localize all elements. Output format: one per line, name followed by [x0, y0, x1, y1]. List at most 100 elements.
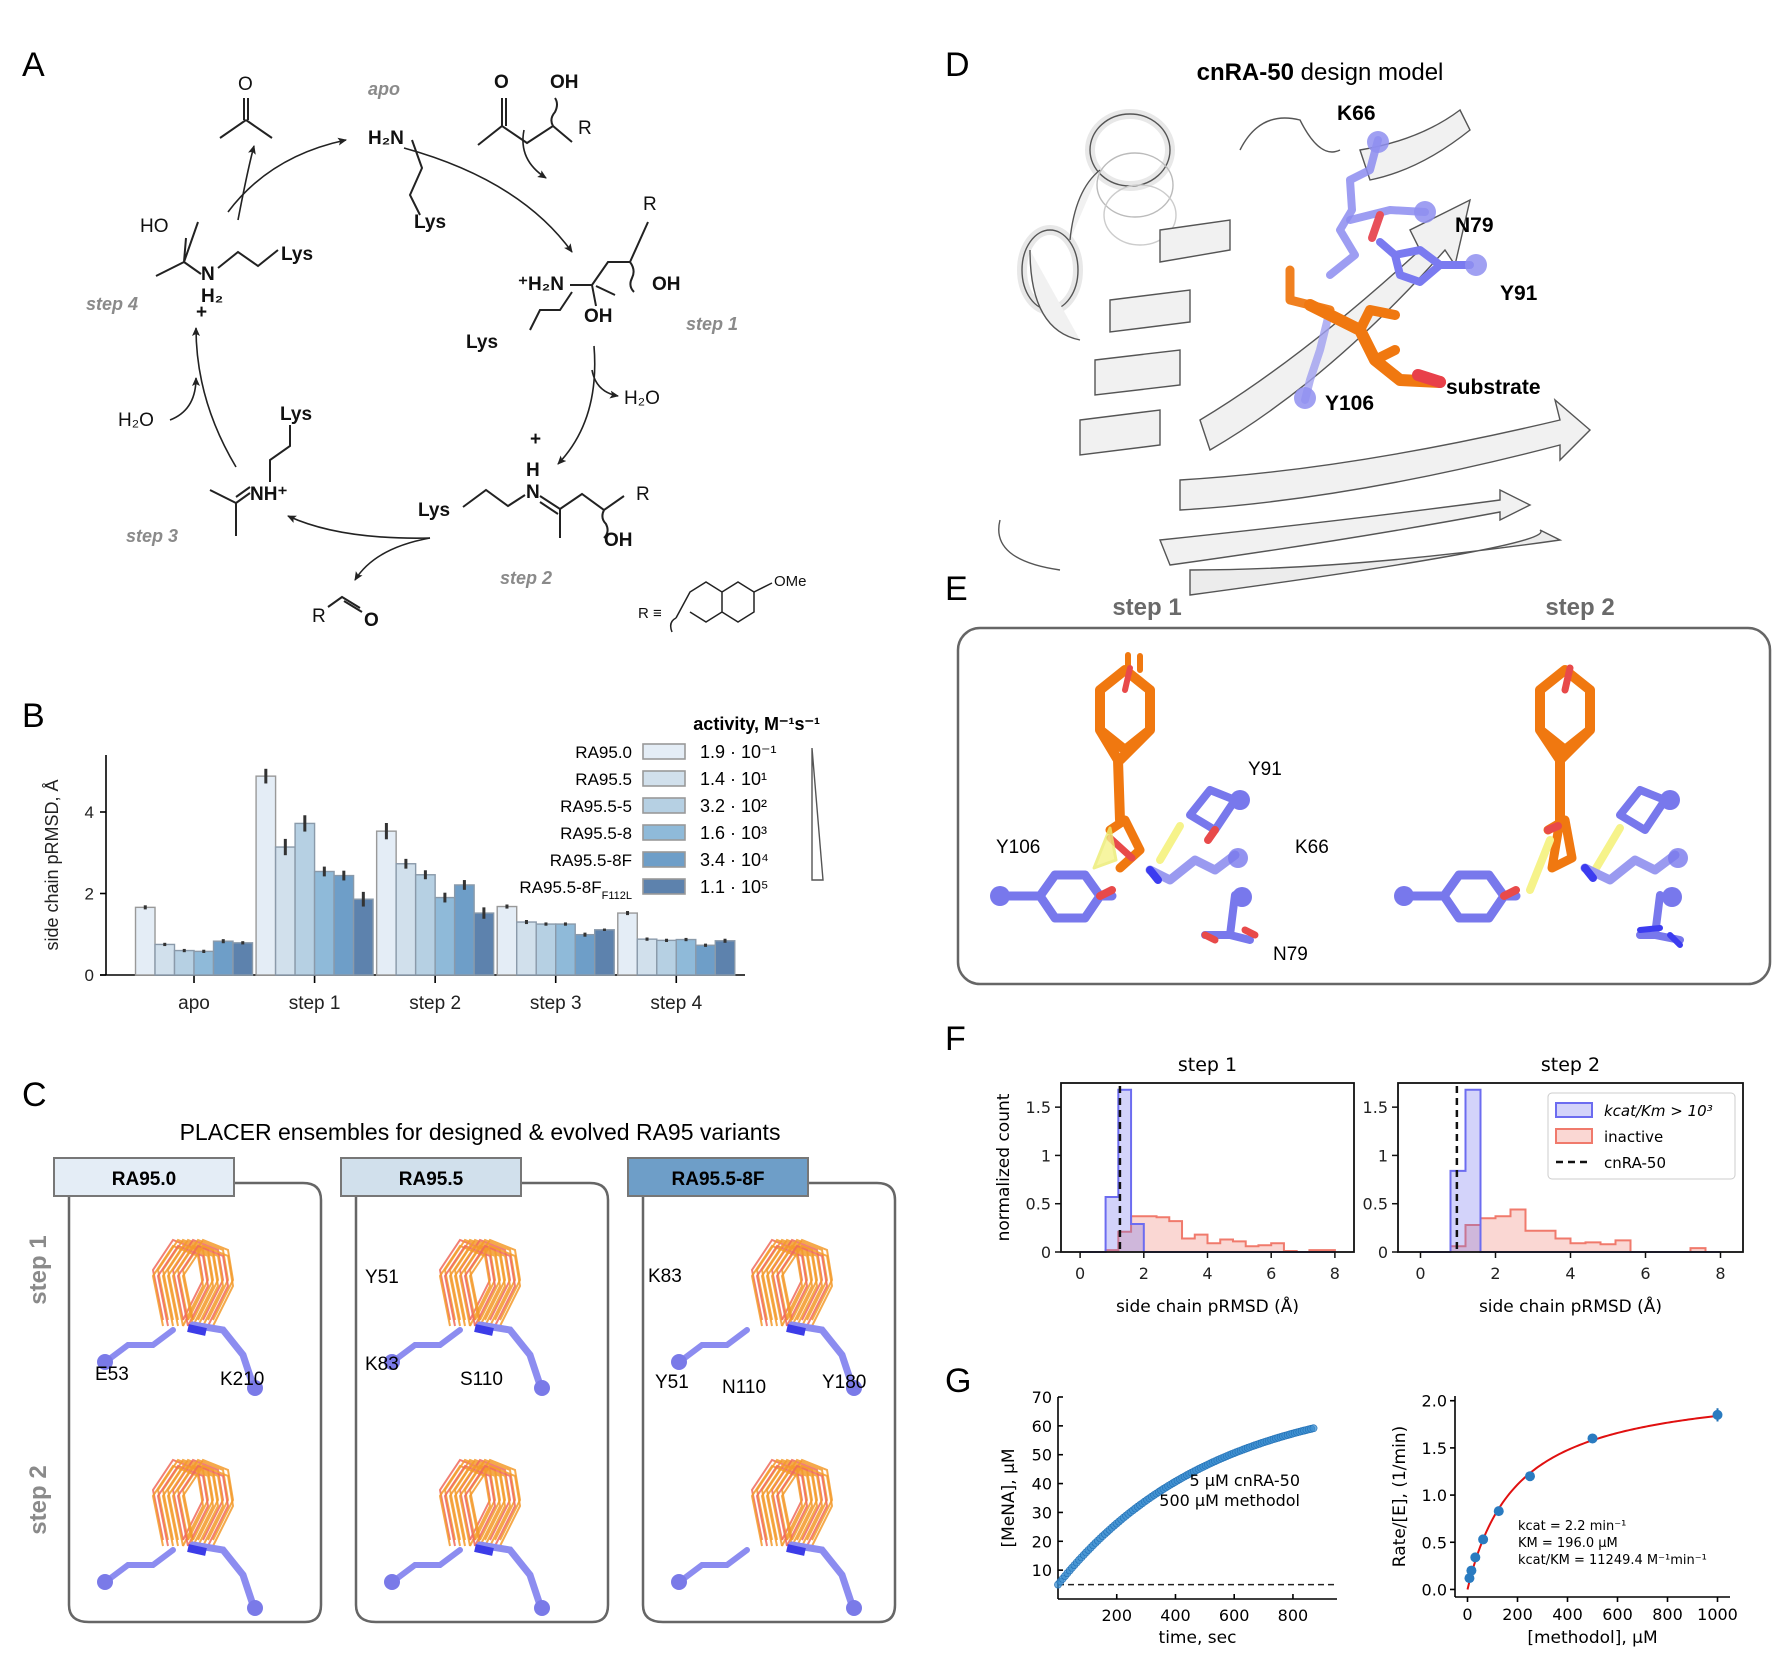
- panel-letter-b: B: [22, 697, 45, 735]
- c-sidechain: [679, 1547, 750, 1583]
- g1-ylabel: [MeNA], µM: [999, 1448, 1019, 1547]
- g2-data-point: [1525, 1471, 1535, 1482]
- panel-d-title-rest: design model: [1294, 59, 1443, 86]
- c-residue-label: E53: [95, 1364, 129, 1385]
- c-header-box: [53, 1157, 235, 1197]
- c-substrate-pose: [176, 1244, 230, 1327]
- label-step4: step 4: [86, 294, 138, 314]
- b-xtick-label: step 3: [530, 993, 582, 1014]
- chem-oh2-step1: OH: [584, 306, 613, 327]
- c-sidechain: [392, 1547, 463, 1583]
- g2-annotation: KM = 196.0 µM: [1518, 1536, 1618, 1551]
- legend-b-name: RA95.5: [575, 770, 632, 789]
- c-calpha-atom: [671, 1354, 687, 1370]
- c-calpha-atom: [534, 1380, 550, 1396]
- b-bar: [453, 884, 475, 976]
- legend-b-activity: 3.4 · 10⁴: [700, 850, 769, 870]
- residue-label-n79: N79: [1455, 214, 1494, 237]
- substrate-skeleton: [477, 97, 573, 146]
- f-legend-swatch: [1555, 1102, 1593, 1118]
- arrow-substrate-in: [522, 129, 547, 179]
- f-xtick-label: 4: [1202, 1264, 1212, 1283]
- b-bar: [313, 870, 335, 976]
- panel-letter-e: E: [945, 570, 968, 608]
- chart-f-step2: 0 2 4 6 8 0 0.5 1 1.5 step 2 side chain pRMSD (Å) k…: [1363, 1054, 1744, 1317]
- f-xlabel: side chain pRMSD (Å): [1479, 1295, 1662, 1317]
- legend-b-activity: 1.1 · 10⁵: [700, 877, 769, 897]
- chem-o-acetone: O: [238, 74, 253, 95]
- b-ylabel: side chain pRMSD, Å: [42, 779, 62, 950]
- e-column-step2: step 2: [1545, 594, 1614, 621]
- c-header-box: [627, 1157, 809, 1197]
- step4-skeleton: [155, 221, 202, 277]
- c-sidechain: [788, 1321, 856, 1389]
- b-bar: [714, 940, 736, 976]
- chem-r-step2: R: [636, 484, 650, 505]
- chem-o-substrate: O: [494, 72, 509, 93]
- legend-b-name: RA95.5-8FF112L: [519, 878, 632, 902]
- c-substrate-pose: [775, 1464, 829, 1547]
- g1-annotation: 500 µM methodol: [1159, 1491, 1300, 1510]
- g1-data-point: [1309, 1424, 1318, 1433]
- c-substrate-pose: [181, 1464, 235, 1547]
- panel-g: G 10 20 30 40 50 60 70 200 400 600 800 time, sec [Me…: [945, 1362, 1738, 1648]
- c-sidechain: [788, 1541, 856, 1609]
- c-substrate-pose: [468, 1458, 522, 1541]
- c-sidechain: [476, 1321, 544, 1389]
- panel-letter-g: G: [945, 1362, 971, 1400]
- c-substrate-pose: [463, 1244, 517, 1327]
- b-bar: [333, 874, 355, 976]
- b-bar: [274, 846, 296, 976]
- side-chains-d: [1285, 136, 1474, 404]
- f-xtick-label: 6: [1640, 1264, 1650, 1283]
- b-bar: [255, 775, 277, 976]
- b-xtick-label: step 4: [650, 993, 702, 1014]
- b-bar: [134, 906, 156, 976]
- c-substrate-pose: [463, 1458, 517, 1541]
- e-step2-ensemble: [1407, 664, 1684, 948]
- c-substrate-pose: [775, 1244, 829, 1327]
- c-residue-label: N110: [722, 1377, 766, 1398]
- c-residue-label: Y51: [365, 1267, 399, 1288]
- legend-b-name: RA95.0: [575, 743, 632, 762]
- panel-d-title: cnRA-50 design model: [1197, 59, 1444, 86]
- protein-cartoon: [998, 108, 1592, 596]
- g1-ytick-label: 10: [1032, 1561, 1052, 1580]
- f-xtick-label: 0: [1415, 1264, 1425, 1283]
- c-substrate-pose: [171, 1244, 225, 1327]
- activity-triangle-icon: [811, 747, 824, 881]
- b-xtick-label: step 1: [289, 993, 341, 1014]
- c-nitrogen: [474, 1544, 494, 1556]
- chem-oh-step2: OH: [604, 530, 633, 551]
- b-bar: [352, 898, 374, 976]
- f-xtick-label: 2: [1139, 1264, 1149, 1283]
- c-sidechain: [679, 1327, 750, 1363]
- f-title: step 2: [1541, 1054, 1600, 1076]
- f-legend-label: kcat/Km > 10³: [1604, 1102, 1713, 1120]
- c-substrate-pose: [468, 1238, 522, 1321]
- g2-data-point: [1466, 1565, 1477, 1576]
- f-hist-active: [1080, 1088, 1335, 1253]
- chem-h2o-left: H₂O: [118, 410, 154, 431]
- chem-h2-step4: H₂: [201, 286, 223, 307]
- b-ytick-label: 4: [85, 803, 94, 822]
- g2-xtick-label: 400: [1552, 1605, 1583, 1624]
- legend-b-swatch: [642, 824, 686, 841]
- c-sidechain: [189, 1321, 257, 1389]
- panel-c: C PLACER ensembles for designed & evolve…: [22, 1076, 897, 1624]
- c-substrate-pose: [468, 1244, 522, 1327]
- b-bar: [434, 896, 456, 976]
- c-substrate-pose: [775, 1238, 829, 1321]
- c-substrate-pose: [468, 1464, 522, 1547]
- chem-h2n-apo: H₂N: [368, 128, 404, 149]
- c-header-label: RA95.5: [399, 1169, 464, 1190]
- arrow-step1-to-step2: [557, 345, 596, 465]
- step1-skeleton: [529, 221, 649, 331]
- chem-lys-step2: Lys: [418, 500, 450, 521]
- residue-label-y91: Y91: [1500, 282, 1538, 305]
- chem-plus-step4: +: [196, 302, 207, 323]
- legend-b-swatch: [642, 743, 686, 760]
- c-frame: [67, 1181, 323, 1624]
- legend-b-swatch: [642, 851, 686, 868]
- arrow-step4-to-apo: [227, 137, 347, 213]
